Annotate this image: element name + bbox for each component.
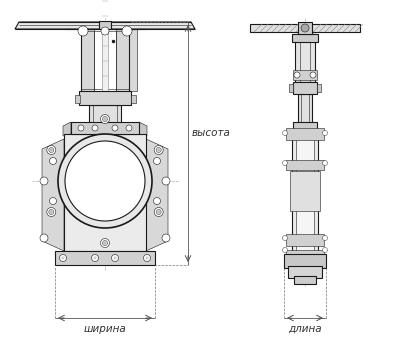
Bar (99, 21, 111, 29)
Circle shape (154, 157, 160, 164)
Bar (289, 84, 293, 92)
Bar (295, 34, 315, 82)
Circle shape (156, 209, 161, 215)
Circle shape (102, 117, 108, 121)
Polygon shape (146, 139, 168, 251)
Bar (75, 95, 80, 103)
Circle shape (144, 255, 150, 262)
Circle shape (47, 208, 56, 217)
Bar (292, 130, 318, 256)
Text: ширина: ширина (84, 324, 126, 334)
Bar (89, 105, 121, 128)
Circle shape (322, 247, 328, 253)
Circle shape (310, 72, 316, 78)
Circle shape (294, 72, 300, 78)
Polygon shape (63, 122, 71, 136)
Bar (116, 29, 129, 91)
Circle shape (78, 125, 84, 131)
Bar (286, 250, 324, 258)
Bar (294, 276, 316, 284)
Polygon shape (15, 22, 195, 29)
Circle shape (92, 125, 98, 131)
Circle shape (101, 27, 109, 35)
Circle shape (49, 147, 54, 153)
Circle shape (65, 141, 145, 221)
Bar (81, 29, 94, 91)
Circle shape (50, 198, 56, 204)
Bar (293, 82, 317, 94)
Circle shape (40, 177, 48, 185)
Circle shape (50, 157, 56, 164)
Text: высота: высота (192, 128, 231, 138)
Circle shape (122, 26, 132, 36)
Bar (55, 251, 155, 265)
Circle shape (162, 234, 170, 242)
Polygon shape (250, 24, 300, 32)
Circle shape (162, 177, 170, 185)
Bar (292, 34, 318, 42)
Circle shape (154, 198, 160, 204)
Circle shape (322, 161, 328, 165)
Circle shape (282, 236, 288, 240)
Bar (298, 22, 312, 34)
Circle shape (156, 147, 161, 153)
Circle shape (60, 255, 66, 262)
Bar (288, 266, 322, 278)
Circle shape (282, 161, 288, 165)
Circle shape (126, 125, 132, 131)
Bar (102, 29, 108, 91)
Circle shape (154, 208, 163, 217)
Text: длина: длина (288, 324, 322, 334)
Circle shape (112, 255, 118, 262)
Polygon shape (310, 24, 360, 32)
Circle shape (58, 134, 152, 228)
Circle shape (40, 234, 48, 242)
Bar (317, 84, 321, 92)
Bar (286, 234, 324, 246)
Bar (64, 134, 146, 251)
Circle shape (100, 115, 110, 124)
Bar (293, 70, 317, 80)
Circle shape (282, 247, 288, 253)
Circle shape (322, 236, 328, 240)
Bar (290, 171, 320, 211)
Bar (79, 91, 131, 105)
Bar (71, 122, 139, 134)
Circle shape (112, 125, 118, 131)
Circle shape (102, 240, 108, 246)
Circle shape (92, 255, 98, 262)
Circle shape (301, 24, 309, 32)
Bar (293, 122, 317, 130)
Bar (131, 95, 136, 103)
Bar (286, 128, 324, 140)
Circle shape (322, 130, 328, 136)
Circle shape (282, 130, 288, 136)
Bar (286, 160, 324, 170)
Bar (127, 29, 137, 91)
Bar (284, 254, 326, 268)
Bar (296, 130, 314, 256)
Circle shape (154, 146, 163, 155)
Polygon shape (139, 122, 147, 136)
Bar (298, 94, 312, 126)
Circle shape (78, 26, 88, 36)
Circle shape (100, 238, 110, 247)
Circle shape (49, 209, 54, 215)
Polygon shape (42, 139, 64, 251)
Bar (81, 29, 91, 91)
Circle shape (47, 146, 56, 155)
